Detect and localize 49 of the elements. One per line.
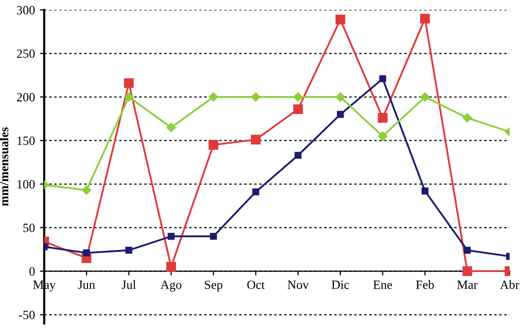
x-tick-label: Jul xyxy=(122,280,136,289)
point xyxy=(166,122,176,132)
x-tick-label: Ago xyxy=(160,280,182,292)
point xyxy=(464,246,471,254)
point xyxy=(208,92,218,102)
x-tick-label: Feb xyxy=(416,280,434,289)
point xyxy=(208,140,218,150)
point xyxy=(294,152,302,159)
point xyxy=(462,266,472,276)
y-tick-label: -50 xyxy=(18,310,35,320)
x-tick-label: Jun xyxy=(78,280,95,289)
y-tick-label: 0 xyxy=(29,267,35,276)
point xyxy=(251,92,260,102)
point xyxy=(336,14,346,24)
x-tick-label: Oct xyxy=(247,280,265,289)
point xyxy=(378,132,388,141)
point xyxy=(379,75,386,82)
point xyxy=(125,246,132,254)
point xyxy=(293,104,303,114)
point xyxy=(124,92,134,102)
point xyxy=(83,249,90,256)
x-tick-label: Dic xyxy=(332,280,350,289)
point xyxy=(336,92,345,102)
x-tick-label: Abr xyxy=(500,280,520,289)
point xyxy=(166,262,176,272)
x-tick-label: Ene xyxy=(373,280,392,289)
point xyxy=(422,188,428,195)
point xyxy=(293,92,303,102)
point xyxy=(420,92,430,102)
point xyxy=(210,232,217,240)
point xyxy=(462,113,472,123)
y-tick-label: 300 xyxy=(17,6,35,14)
point xyxy=(168,232,175,240)
x-tick-label: Nov xyxy=(288,280,309,289)
point xyxy=(336,110,344,118)
y-tick-label: 250 xyxy=(16,49,35,58)
y-axis-title: mm/mensuales xyxy=(0,127,8,206)
point xyxy=(420,14,430,24)
point xyxy=(82,186,92,195)
point xyxy=(124,78,134,88)
y-tick-label: 150 xyxy=(18,136,35,145)
x-tick-label: Sep xyxy=(204,280,222,292)
point xyxy=(252,188,260,196)
point xyxy=(378,113,388,123)
y-tick-label: 50 xyxy=(23,224,35,232)
x-tick-label: Mar xyxy=(457,280,478,289)
y-tick-label: 100 xyxy=(18,180,35,189)
y-tick-label: 200 xyxy=(16,93,35,102)
point xyxy=(250,134,261,145)
